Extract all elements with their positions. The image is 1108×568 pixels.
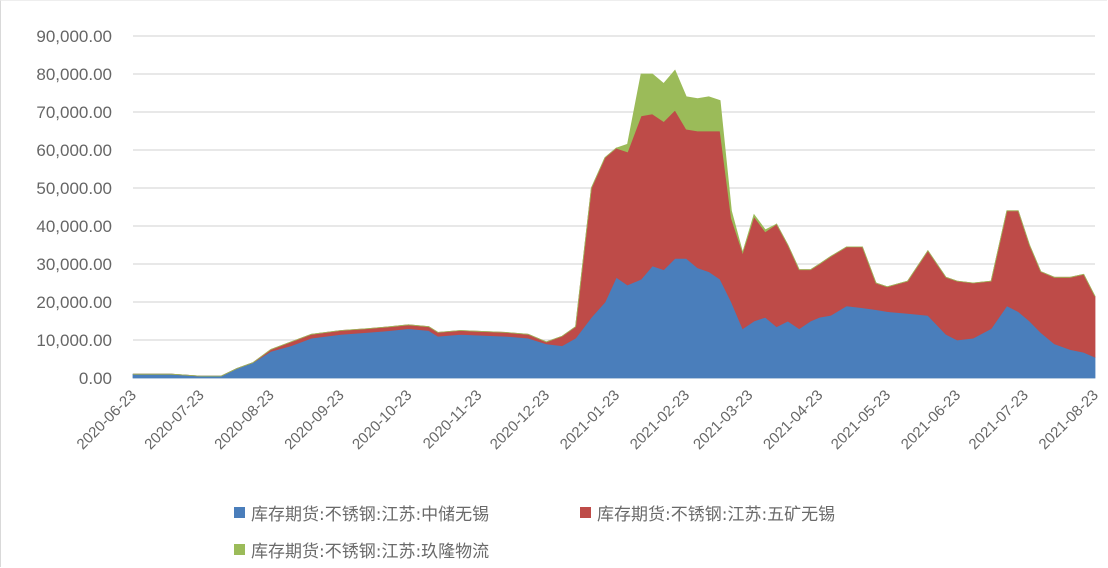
x-tick-label: 2021-03-23 (690, 387, 756, 453)
x-tick-label: 2021-08-23 (1036, 387, 1102, 453)
x-tick-label: 2021-07-23 (966, 387, 1032, 453)
legend-swatch-blue-icon (234, 507, 245, 518)
legend-swatch-green-icon (234, 544, 245, 555)
x-tick-label: 2021-01-23 (557, 387, 623, 453)
x-tick-label: 2021-02-23 (627, 387, 693, 453)
x-tick-label: 2020-12-23 (487, 387, 553, 453)
y-tick-label: 20,000.00 (36, 293, 112, 312)
x-tick-label: 2020-06-23 (74, 387, 140, 453)
series-jiulong-area (133, 69, 1096, 377)
x-tick-label: 2020-07-23 (141, 387, 207, 453)
y-axis-ticks: 90,000.00 80,000.00 70,000.00 60,000.00 50,0… (36, 27, 112, 388)
x-axis-ticks: 2020-06-23 2020-07-23 2020-08-23 2020-09-23… (74, 387, 1102, 453)
x-tick-label: 2020-09-23 (281, 387, 347, 453)
x-tick-label: 2020-08-23 (211, 387, 277, 453)
x-tick-label: 2021-04-23 (760, 387, 826, 453)
legend-item-zhongchu: 库存期货:不锈钢:江苏:中储无锡 (234, 500, 489, 525)
y-tick-label: 0.00 (79, 369, 112, 388)
legend-item-jiulong: 库存期货:不锈钢:江苏:玖隆物流 (234, 537, 489, 562)
x-tick-label: 2021-06-23 (898, 387, 964, 453)
legend-label: 库存期货:不锈钢:江苏:五矿无锡 (597, 505, 836, 525)
y-tick-label: 30,000.00 (36, 255, 112, 274)
stacked-areas (132, 69, 1096, 379)
legend-item-wukuang: 库存期货:不锈钢:江苏:五矿无锡 (580, 500, 835, 525)
y-tick-label: 70,000.00 (36, 103, 112, 122)
y-tick-label: 50,000.00 (36, 179, 112, 198)
y-tick-label: 10,000.00 (36, 331, 112, 350)
legend-label: 库存期货:不锈钢:江苏:玖隆物流 (251, 542, 490, 562)
y-tick-label: 40,000.00 (36, 217, 112, 236)
x-tick-label: 2020-11-23 (420, 387, 485, 452)
y-tick-label: 60,000.00 (36, 141, 112, 160)
y-tick-label: 80,000.00 (36, 65, 112, 84)
x-tick-label: 2021-05-23 (828, 387, 894, 453)
legend-swatch-red-icon (580, 507, 591, 518)
legend-label: 库存期货:不锈钢:江苏:中储无锡 (251, 505, 490, 525)
y-tick-label: 90,000.00 (36, 27, 112, 46)
x-tick-label: 2020-10-23 (349, 387, 415, 453)
